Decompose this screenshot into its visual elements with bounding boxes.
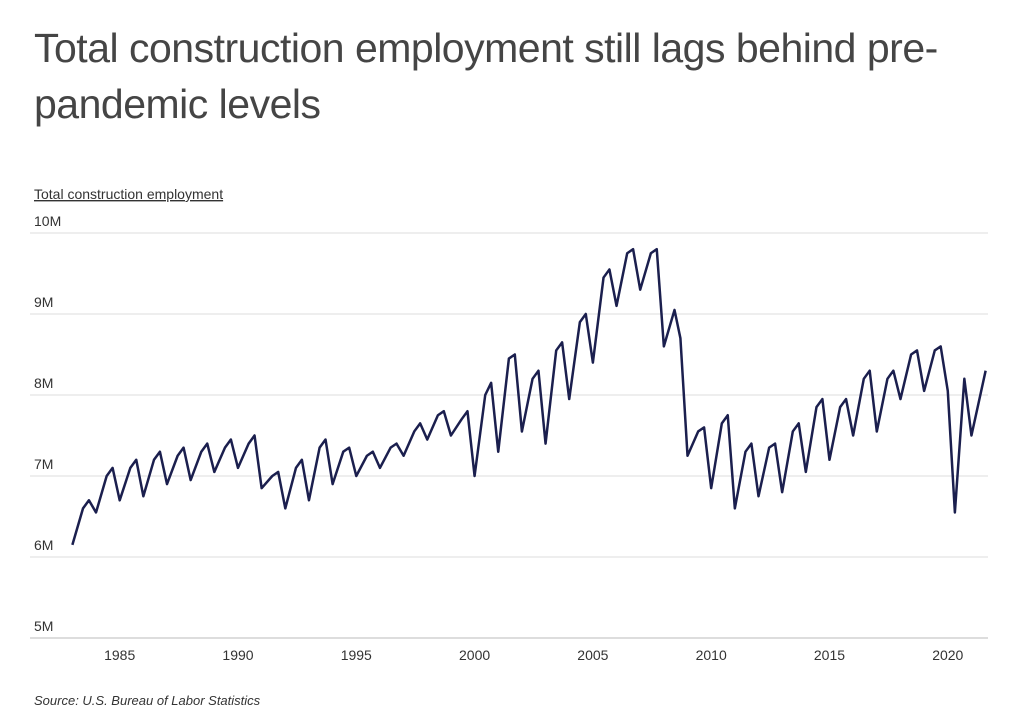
x-tick-label: 1990 — [222, 647, 253, 663]
y-tick-label: 7M — [34, 456, 53, 472]
line — [71, 247, 987, 546]
y-tick-label: 9M — [34, 294, 53, 310]
y-axis-title: Total construction employment — [34, 186, 223, 202]
x-tick-label: 2010 — [696, 647, 727, 663]
y-tick-label: 5M — [34, 618, 53, 634]
x-tick-label: 2000 — [459, 647, 490, 663]
x-tick-label: 2020 — [932, 647, 963, 663]
x-tick-label: 2005 — [577, 647, 608, 663]
source: Source: U.S. Bureau of Labor Statistics — [34, 693, 261, 708]
y-tick-label: 6M — [34, 537, 53, 553]
x-tick-label: 1995 — [341, 647, 372, 663]
chart-title: Total construction employment still lags… — [34, 25, 938, 127]
x-tick-label: 2015 — [814, 647, 845, 663]
y-tick-label: 10M — [34, 213, 61, 229]
y-tick-label: 8M — [34, 375, 53, 391]
x-tick-label: 1985 — [104, 647, 135, 663]
